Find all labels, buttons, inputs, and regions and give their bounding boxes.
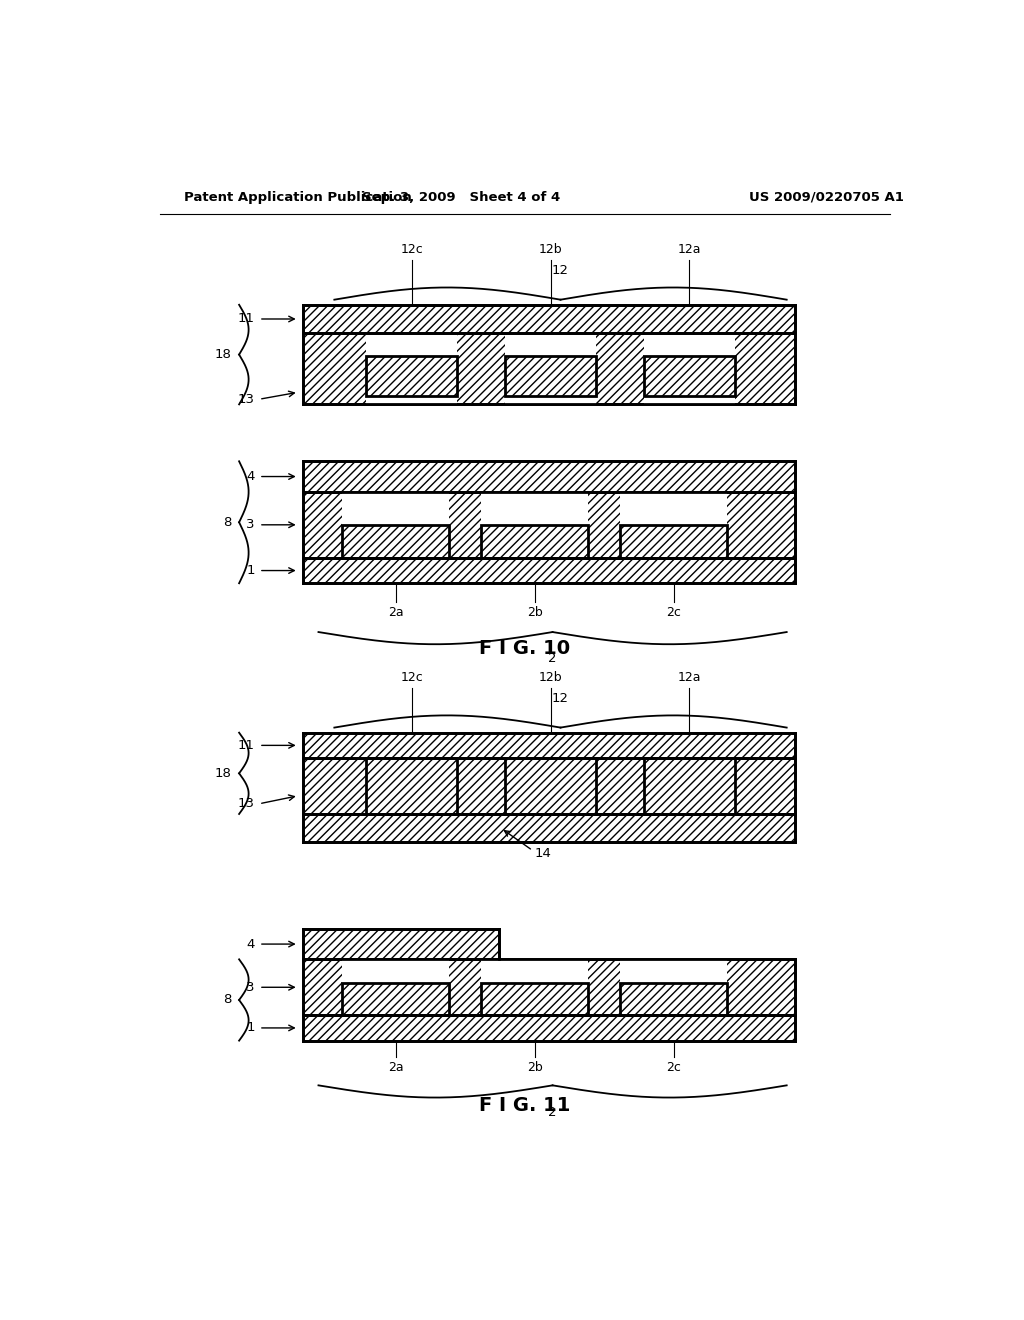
Text: 2: 2 xyxy=(548,652,557,665)
Bar xyxy=(481,525,589,558)
Text: 13: 13 xyxy=(238,797,255,810)
Text: 12: 12 xyxy=(552,692,569,705)
Bar xyxy=(644,758,735,814)
Text: 12b: 12b xyxy=(539,671,562,684)
Bar xyxy=(481,492,589,558)
Text: 1: 1 xyxy=(247,1022,255,1035)
Bar xyxy=(505,355,596,396)
Bar xyxy=(621,960,727,1015)
Text: 11: 11 xyxy=(238,739,255,752)
Text: Patent Application Publication: Patent Application Publication xyxy=(183,190,412,203)
Text: 18: 18 xyxy=(214,767,231,780)
Bar xyxy=(481,982,589,1015)
Bar xyxy=(303,1015,795,1040)
Text: 12a: 12a xyxy=(678,243,701,256)
Text: F I G. 10: F I G. 10 xyxy=(479,639,570,657)
Bar xyxy=(644,333,735,404)
Bar xyxy=(303,558,795,583)
Text: 2b: 2b xyxy=(526,1061,543,1074)
Text: 2: 2 xyxy=(548,1106,557,1118)
Bar xyxy=(481,960,589,1015)
Bar xyxy=(342,525,450,558)
Bar xyxy=(303,305,795,333)
Text: 12a: 12a xyxy=(678,671,701,684)
Bar xyxy=(367,355,458,396)
Bar xyxy=(621,492,727,558)
Text: 11: 11 xyxy=(238,313,255,326)
Bar xyxy=(303,814,795,842)
Text: 2c: 2c xyxy=(667,606,681,619)
Text: 8: 8 xyxy=(223,516,231,529)
Bar xyxy=(303,333,795,404)
Bar xyxy=(505,758,596,814)
Bar xyxy=(644,355,735,396)
Text: 12c: 12c xyxy=(400,243,423,256)
Text: 3: 3 xyxy=(247,981,255,994)
Bar xyxy=(505,758,596,814)
Text: Sep. 3, 2009   Sheet 4 of 4: Sep. 3, 2009 Sheet 4 of 4 xyxy=(362,190,560,203)
Text: 13: 13 xyxy=(238,393,255,405)
Text: 12: 12 xyxy=(552,264,569,277)
Text: 8: 8 xyxy=(223,994,231,1006)
Bar xyxy=(342,492,450,558)
Text: 2a: 2a xyxy=(388,1061,403,1074)
Text: US 2009/0220705 A1: US 2009/0220705 A1 xyxy=(749,190,904,203)
Text: 4: 4 xyxy=(247,937,255,950)
Bar xyxy=(303,960,795,1015)
Bar xyxy=(303,733,795,758)
Bar xyxy=(367,758,458,814)
Bar xyxy=(303,758,795,814)
Text: 18: 18 xyxy=(214,348,231,362)
Text: 14: 14 xyxy=(535,847,551,861)
Bar xyxy=(303,461,795,492)
Text: 3: 3 xyxy=(247,519,255,532)
Text: 4: 4 xyxy=(247,470,255,483)
Text: 2a: 2a xyxy=(388,606,403,619)
Text: F I G. 11: F I G. 11 xyxy=(479,1096,570,1115)
Bar xyxy=(342,982,450,1015)
Bar xyxy=(621,982,727,1015)
Text: 1: 1 xyxy=(247,564,255,577)
Text: 2b: 2b xyxy=(526,606,543,619)
Bar xyxy=(644,758,735,814)
Text: 12c: 12c xyxy=(400,671,423,684)
Bar xyxy=(303,929,500,960)
Bar xyxy=(367,758,458,814)
Text: 2c: 2c xyxy=(667,1061,681,1074)
Bar xyxy=(342,960,450,1015)
Bar xyxy=(621,525,727,558)
Bar xyxy=(505,333,596,404)
Text: 12b: 12b xyxy=(539,243,562,256)
Bar xyxy=(303,492,795,558)
Bar xyxy=(367,333,458,404)
